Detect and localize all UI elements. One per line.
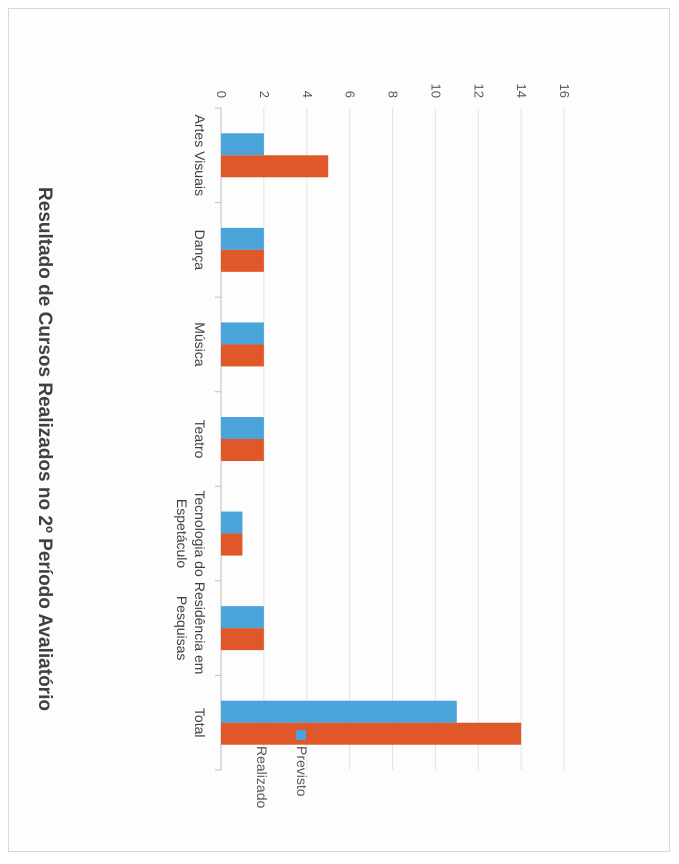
y-tick-label: 6: [343, 91, 358, 98]
y-tick-label: 16: [557, 84, 572, 98]
bar-previsto: [221, 133, 264, 156]
legend: Previsto Realizado: [254, 730, 310, 808]
y-tick-label: 8: [386, 91, 401, 98]
legend-swatch: [296, 730, 306, 740]
y-tick-label: 14: [514, 84, 529, 98]
y-tick-label: 10: [428, 84, 443, 98]
category-label: Tecnologia doEspetáculo: [174, 490, 208, 577]
y-tick-label: 12: [471, 84, 486, 98]
bar-realizado: [221, 249, 264, 272]
bar-realizado: [221, 155, 329, 178]
bars: [221, 133, 522, 745]
bar-realizado: [221, 722, 522, 745]
y-tick-label: 2: [257, 91, 272, 98]
y-tick-label: 4: [300, 91, 315, 98]
category-label: Música: [192, 322, 208, 367]
y-axis-ticks: 0 2 4 6 8 10 12 14 16: [214, 84, 572, 98]
category-label: Artes Visuais: [192, 115, 208, 196]
bar-realizado: [221, 439, 264, 461]
bar-previsto: [221, 322, 264, 345]
gridlines: [215, 107, 565, 771]
bar-realizado: [221, 628, 264, 651]
legend-label: Previsto: [294, 746, 310, 797]
bar-realizado: [221, 533, 243, 556]
category-label: Dança: [192, 230, 208, 271]
legend-label: Realizado: [254, 746, 270, 808]
bar-previsto: [221, 511, 243, 534]
chart-title: Resultado de Cursos Realizados no 2º Per…: [34, 187, 55, 711]
y-tick-label: 0: [214, 91, 229, 98]
bar-previsto: [221, 606, 264, 629]
bar-realizado: [221, 344, 264, 367]
bar-previsto: [221, 227, 264, 250]
legend-swatch: [256, 730, 266, 740]
category-labels: Artes Visuais Dança Música Teatro Tecnologia…: [174, 115, 208, 738]
category-label: Residência emPesquisas: [174, 582, 208, 675]
bar-previsto: [221, 700, 457, 723]
bar-previsto: [221, 417, 264, 439]
category-label: Total: [192, 708, 208, 738]
category-label: Teatro: [192, 420, 208, 459]
